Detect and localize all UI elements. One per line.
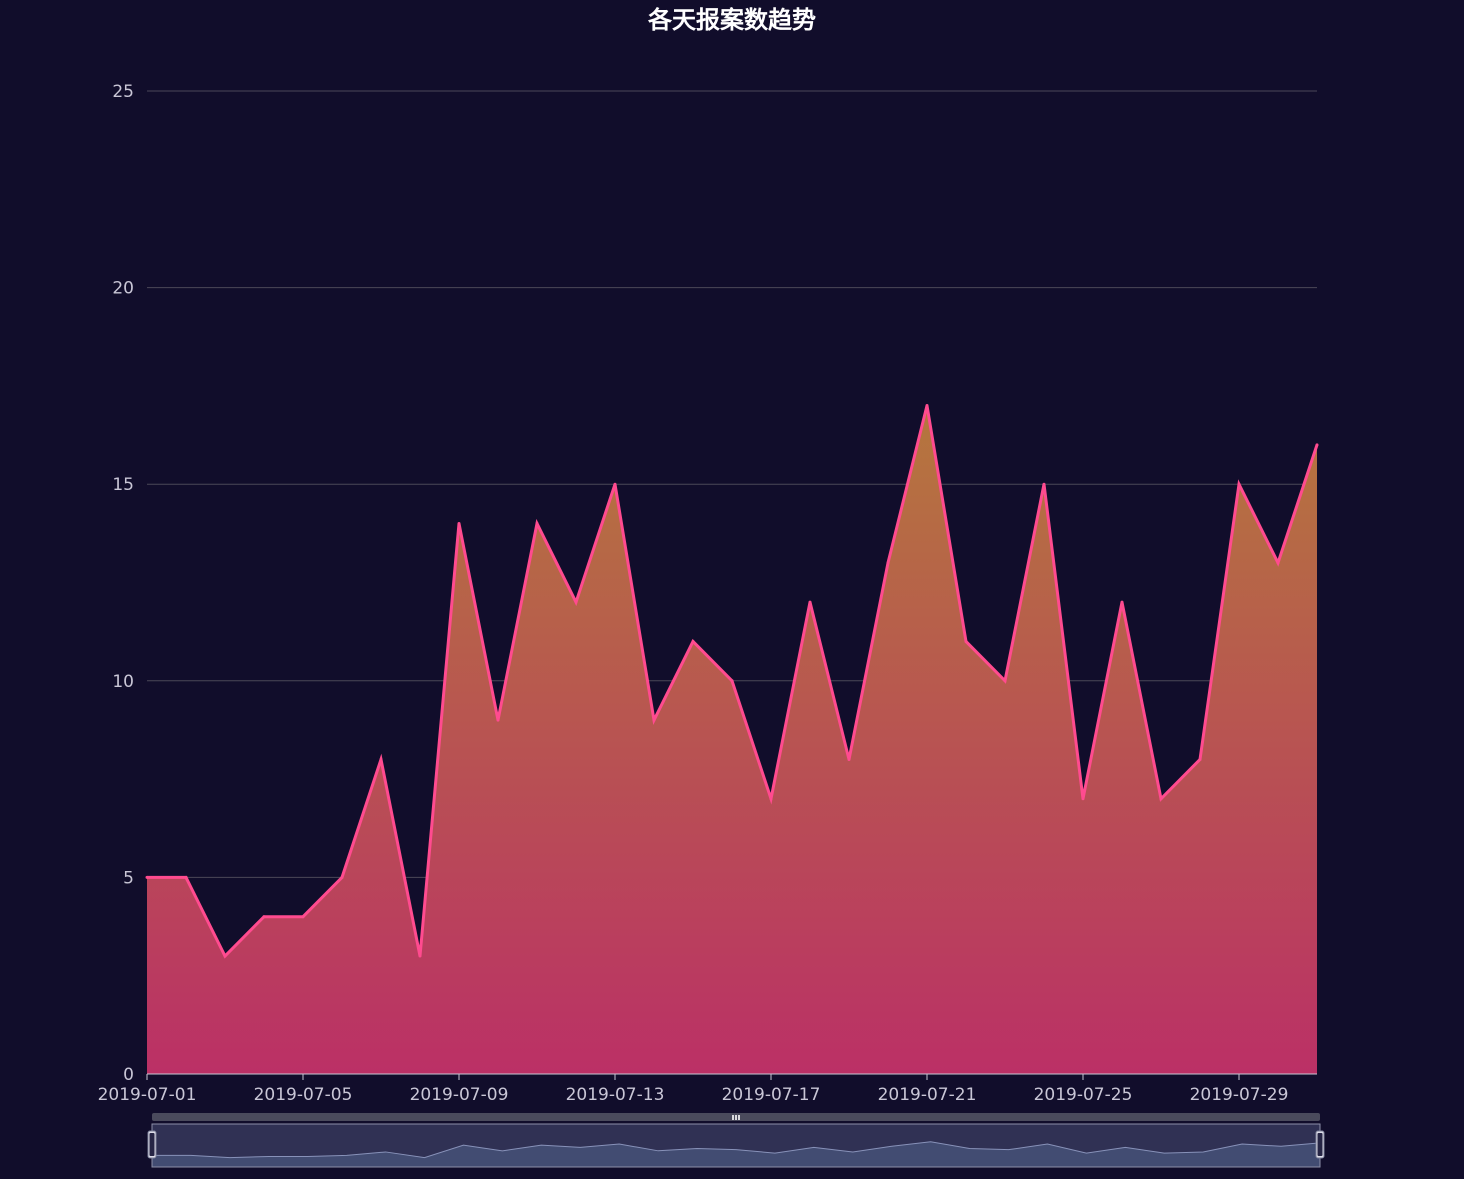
zoom-grip-mark [732, 1115, 734, 1120]
zoom-selected-range[interactable] [151, 1123, 1321, 1168]
zoom-preview-line [152, 1141, 1321, 1159]
y-tick-label: 10 [112, 672, 134, 692]
data-point[interactable] [730, 679, 734, 683]
data-point[interactable] [769, 797, 773, 801]
data-point[interactable] [574, 600, 578, 604]
axes: 0 5 10 15 20 25 2019-07-01 2019-07-05 2019-07-09… [98, 82, 1317, 1105]
x-tick-label: 2019-07-21 [878, 1085, 977, 1105]
data-point[interactable] [262, 915, 266, 919]
data-point[interactable] [1003, 679, 1007, 683]
x-tick-label: 2019-07-09 [410, 1085, 509, 1105]
data-point[interactable] [1120, 600, 1124, 604]
y-tick-label: 20 [112, 279, 134, 299]
y-tick-label: 0 [123, 1065, 134, 1085]
area-fill [147, 405, 1317, 1074]
data-point[interactable] [925, 404, 929, 408]
data-point[interactable] [1159, 797, 1163, 801]
zoom-grip-mark [735, 1115, 737, 1120]
zoom-grip-mark [738, 1115, 740, 1120]
data-point[interactable] [691, 639, 695, 643]
zoom-handle-inner [1317, 1133, 1323, 1156]
data-point[interactable] [379, 757, 383, 761]
x-tick-label: 2019-07-17 [722, 1085, 821, 1105]
zoom-preview-area [152, 1141, 1320, 1167]
data-point[interactable] [457, 522, 461, 526]
y-tick-label: 15 [112, 475, 134, 495]
data-point[interactable] [1315, 443, 1319, 447]
data-zoom-slider[interactable] [147, 1113, 1325, 1168]
y-tick-label: 5 [123, 868, 134, 888]
x-tick-label: 2019-07-13 [566, 1085, 665, 1105]
chart-title: 各天报案数趋势 [647, 6, 816, 34]
data-point[interactable] [1237, 482, 1241, 486]
data-point[interactable] [535, 522, 539, 526]
data-point[interactable] [184, 875, 188, 879]
data-point[interactable] [1198, 757, 1202, 761]
data-point[interactable] [223, 954, 227, 958]
x-tick-label: 2019-07-29 [1190, 1085, 1289, 1105]
data-point[interactable] [1081, 797, 1085, 801]
data-point[interactable] [145, 875, 149, 879]
data-point[interactable] [301, 915, 305, 919]
data-point[interactable] [340, 875, 344, 879]
data-point[interactable] [1276, 561, 1280, 565]
data-point[interactable] [613, 482, 617, 486]
zoom-handle-inner [149, 1133, 155, 1156]
x-tick-label: 2019-07-01 [98, 1085, 197, 1105]
data-point[interactable] [496, 718, 500, 722]
y-tick-label: 25 [112, 82, 134, 102]
data-point[interactable] [652, 718, 656, 722]
x-tick-label: 2019-07-25 [1034, 1085, 1133, 1105]
data-point[interactable] [1042, 482, 1046, 486]
data-point[interactable] [808, 600, 812, 604]
area-series [145, 404, 1319, 1074]
data-point[interactable] [847, 757, 851, 761]
data-point[interactable] [886, 561, 890, 565]
x-tick-label: 2019-07-05 [254, 1085, 353, 1105]
data-point[interactable] [964, 639, 968, 643]
data-point[interactable] [418, 954, 422, 958]
